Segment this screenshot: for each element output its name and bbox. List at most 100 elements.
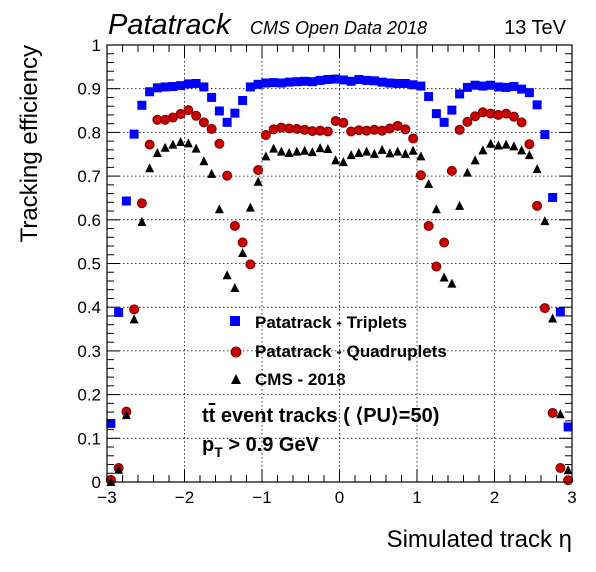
point-cms: [230, 282, 240, 292]
point-quadruplets: [524, 139, 535, 150]
point-cms: [129, 314, 139, 324]
point-cms: [307, 147, 317, 157]
point-triplets: [315, 75, 325, 85]
point-cms: [114, 464, 124, 474]
annotation-t-subscript: T: [214, 444, 223, 460]
point-triplets: [129, 129, 139, 139]
point-triplets: [517, 84, 527, 94]
point-triplets: [168, 82, 178, 92]
chart-header: Patatrack CMS Open Data 2018 13 TeV: [108, 9, 567, 41]
point-cms: [486, 138, 496, 148]
point-triplets: [238, 95, 248, 105]
point-quadruplets: [237, 237, 248, 248]
grid: [107, 45, 572, 482]
point-cms: [393, 146, 403, 156]
annotation-threshold: > 0.9 GeV: [223, 434, 320, 456]
point-triplets: [269, 78, 279, 88]
point-cms: [238, 248, 248, 258]
point-cms: [563, 465, 573, 475]
y-tick-label: 1: [92, 36, 101, 55]
point-cms: [478, 145, 488, 155]
point-triplets: [362, 75, 372, 85]
point-triplets: [346, 76, 356, 86]
point-quadruplets: [470, 111, 481, 122]
point-triplets: [214, 106, 224, 116]
point-cms: [369, 148, 379, 158]
point-quadruplets: [129, 304, 140, 315]
point-cms: [470, 155, 480, 165]
point-cms: [121, 410, 131, 420]
point-quadruplets: [539, 303, 550, 314]
point-quadruplets: [508, 111, 519, 122]
y-tick-label: 0.9: [77, 80, 101, 99]
point-triplets: [121, 196, 131, 206]
point-triplets: [323, 75, 333, 85]
y-tick-label: 0.5: [77, 255, 101, 274]
x-axis-title: Simulated track η: [387, 526, 572, 553]
y-tick-label: 0.2: [77, 386, 101, 405]
point-triplets: [300, 76, 310, 86]
point-triplets: [509, 82, 519, 92]
point-quadruplets: [563, 475, 574, 486]
series-2: [106, 137, 573, 486]
y-tick-label: 0.1: [77, 429, 101, 448]
point-cms: [385, 148, 395, 158]
point-triplets: [431, 109, 441, 119]
point-cms: [145, 163, 155, 173]
point-triplets: [501, 82, 511, 92]
point-triplets: [222, 117, 232, 127]
x-tick-labels: −3 −2 −1 0 1 2 3: [97, 488, 576, 507]
point-cms: [416, 151, 426, 161]
point-cms: [431, 204, 441, 214]
point-triplets: [540, 130, 550, 140]
legend: Patatrack - Triplets Patatrack - Quadrup…: [230, 313, 447, 389]
point-triplets: [447, 105, 457, 115]
point-cms: [152, 147, 162, 157]
data-marks: [105, 74, 574, 486]
point-quadruplets: [253, 164, 264, 175]
point-quadruplets: [222, 170, 233, 181]
y-axis-title: Tracking efficiency: [16, 45, 43, 242]
header-brand: Patatrack: [108, 9, 232, 41]
y-tick-label: 0: [92, 473, 101, 492]
point-cms: [269, 143, 279, 153]
point-quadruplets: [415, 170, 426, 181]
x-tick-label: 2: [490, 488, 499, 507]
point-cms: [517, 145, 527, 155]
point-cms: [346, 150, 356, 160]
point-triplets: [563, 422, 573, 432]
series-1: [105, 105, 574, 486]
point-cms: [400, 148, 410, 158]
point-cms: [214, 204, 224, 214]
axis-ticks: [106, 44, 573, 483]
point-triplets: [276, 78, 286, 88]
point-cms: [532, 164, 542, 174]
point-cms: [207, 168, 217, 178]
point-cms: [377, 144, 387, 154]
point-triplets: [486, 80, 496, 90]
point-cms: [245, 202, 255, 212]
point-triplets: [555, 307, 565, 317]
x-tick-label: 1: [412, 488, 421, 507]
point-triplets: [292, 77, 302, 87]
point-quadruplets: [555, 463, 566, 474]
y-tick-labels: 0 0.1 0.2 0.3 0.4 0.5 0.6 0.7 0.8 0.9 1: [77, 36, 101, 492]
point-triplets: [548, 193, 558, 203]
point-triplets: [331, 74, 341, 84]
point-triplets: [462, 82, 472, 92]
y-tick-label: 0.8: [77, 123, 101, 142]
point-cms: [300, 145, 310, 155]
point-cms: [524, 150, 534, 160]
point-cms: [253, 176, 263, 186]
annotation-event-text: event tracks ( ⟨PU⟩=50): [215, 405, 439, 427]
point-triplets: [176, 81, 186, 91]
point-cms: [323, 144, 333, 154]
point-cms: [509, 141, 519, 151]
point-cms: [447, 278, 457, 288]
x-tick-label: 0: [335, 488, 344, 507]
point-triplets: [284, 77, 294, 87]
point-triplets: [369, 76, 379, 86]
point-triplets: [524, 88, 534, 98]
point-triplets: [532, 100, 542, 110]
point-cms: [222, 270, 232, 280]
